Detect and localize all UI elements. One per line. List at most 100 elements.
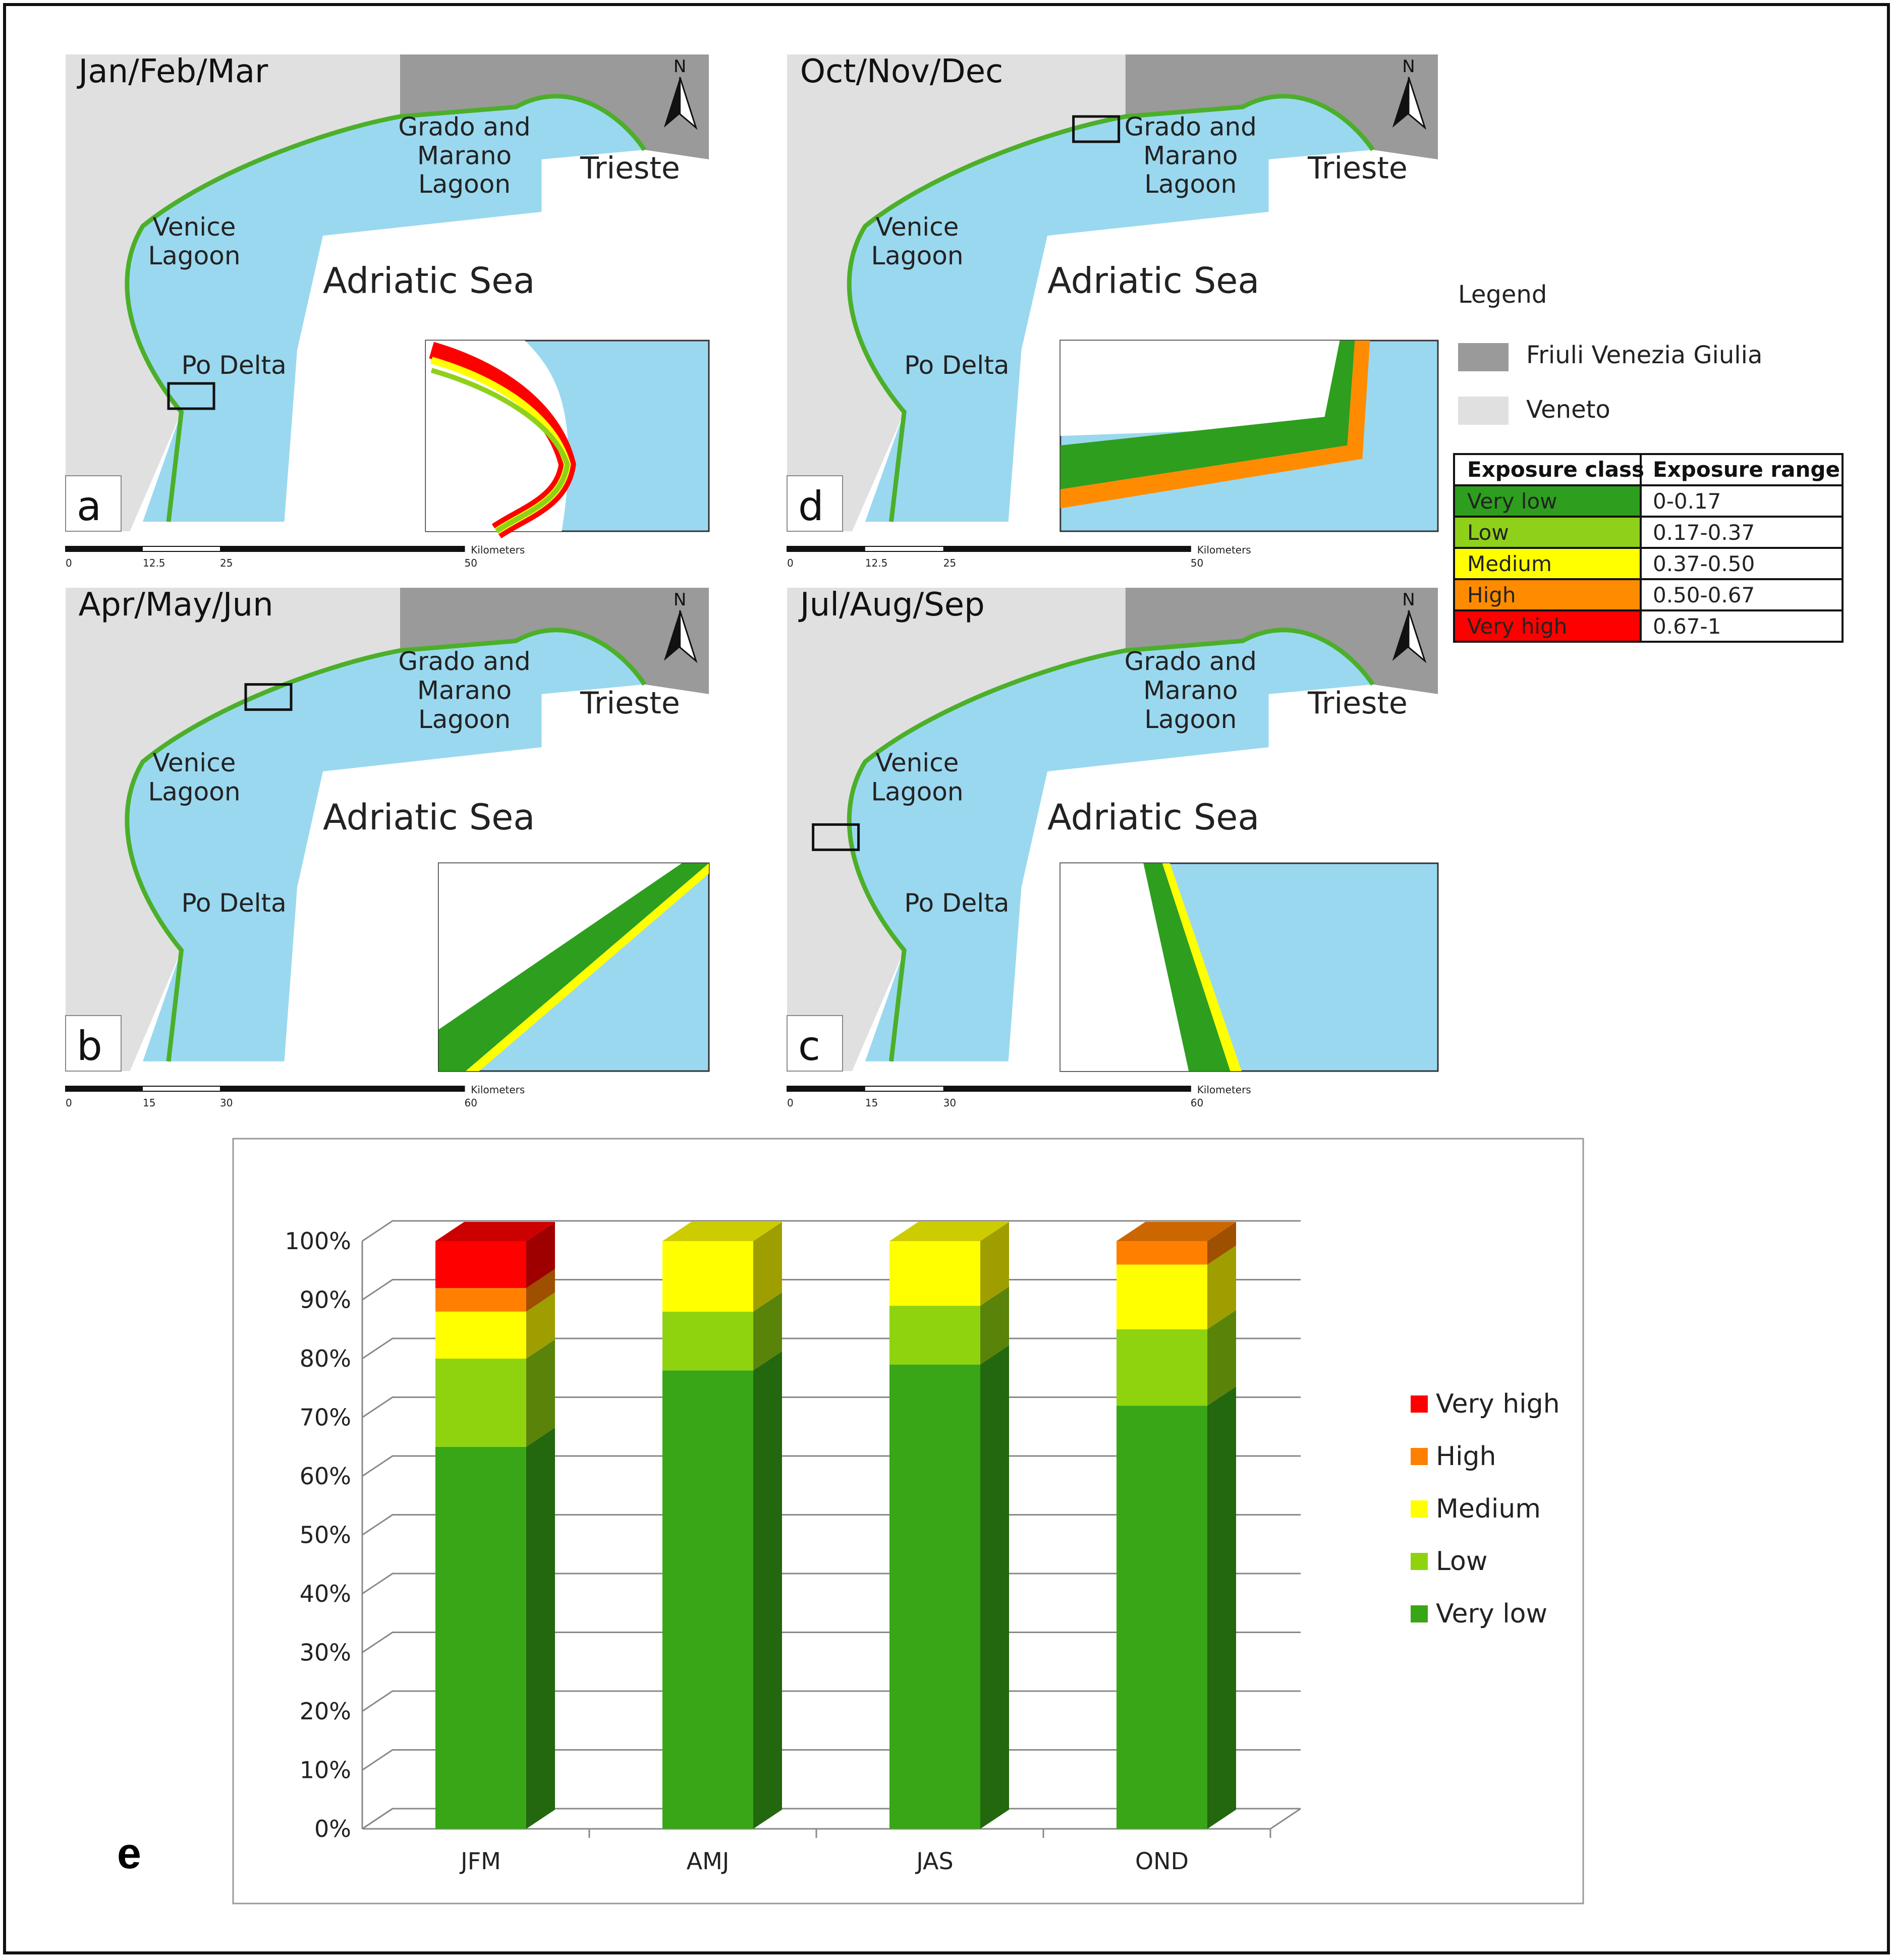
bar-segment-very-low <box>1117 1406 1207 1829</box>
y-tick-label: 60% <box>300 1463 351 1490</box>
adriatic-sea-label: Adriatic Sea <box>323 260 535 302</box>
bar-side-face <box>753 1292 782 1371</box>
grado-label-2: Marano <box>417 676 512 705</box>
zoom-inset <box>1059 862 1439 1072</box>
bar-top-face <box>889 1222 1009 1241</box>
legend-title: Legend <box>1458 283 1547 309</box>
map-legend: Legend Friuli Venezia Giulia Veneto Expo… <box>1453 281 1847 656</box>
grado-label-1: Grado and <box>1125 113 1257 142</box>
scale-unit-label: Kilometers <box>471 1084 525 1096</box>
scale-tick-label: 12.5 <box>143 557 165 569</box>
scale-tick-label: 0 <box>787 557 794 569</box>
north-arrow-icon <box>1392 77 1409 128</box>
bar-stack-JAS <box>889 1222 1009 1829</box>
bar-side-face <box>753 1351 782 1829</box>
trieste-label: Trieste <box>1307 151 1408 186</box>
scale-bar-segment <box>220 1086 465 1091</box>
zoom-inset <box>1059 340 1439 532</box>
bar-side-face <box>1207 1245 1236 1329</box>
bar-segment-very-low <box>662 1370 753 1829</box>
legend-label: High <box>1436 1441 1496 1472</box>
trieste-label: Trieste <box>1307 686 1408 721</box>
coastline-exposure <box>847 94 1375 522</box>
season-label: Apr/May/Jun <box>79 586 273 624</box>
scale-unit-label: Kilometers <box>1197 544 1251 556</box>
bar-top-face <box>1117 1222 1236 1241</box>
scale-bar-segment <box>66 546 143 551</box>
scale-bar-segment <box>66 1086 143 1091</box>
scale-bar-segment <box>943 546 1191 551</box>
exposure-class-swatch <box>1453 516 1642 549</box>
scale-tick-label: 15 <box>143 1097 155 1109</box>
north-arrow-icon <box>1392 610 1409 661</box>
bar-top-face <box>662 1222 782 1241</box>
adriatic-sea-label: Adriatic Sea <box>1047 260 1259 302</box>
legend-label-veneto: Veneto <box>1526 396 1610 424</box>
bar-side-face <box>526 1222 555 1289</box>
legend-swatch <box>1411 1395 1428 1413</box>
scale-bar-segment <box>787 1086 865 1091</box>
north-arrow-icon <box>663 610 680 661</box>
y-tick-label: 0% <box>314 1815 351 1842</box>
y-tick-label: 20% <box>300 1698 351 1725</box>
exposure-range-label: 0.50-0.67 <box>1653 583 1755 607</box>
bar-side-face <box>980 1345 1009 1829</box>
scale-tick-label: 25 <box>943 557 956 569</box>
zoom-extent-box <box>244 683 293 711</box>
legend-swatch-friuli <box>1458 343 1509 371</box>
legend-label: Medium <box>1436 1494 1541 1524</box>
inset-very-low-band <box>438 863 709 1072</box>
panel-letter-background <box>787 1015 843 1072</box>
bar-stack-JFM <box>435 1222 555 1829</box>
bar-segment-very-low <box>889 1364 980 1829</box>
y-tick-label: 80% <box>300 1345 351 1372</box>
grado-label-2: Marano <box>1143 676 1238 705</box>
table-header-range: Exposure range <box>1653 457 1840 482</box>
grado-label-3: Lagoon <box>418 705 511 734</box>
exposure-range-cell <box>1640 516 1844 549</box>
season-label: Jan/Feb/Mar <box>77 53 269 90</box>
trieste-label: Trieste <box>580 151 680 186</box>
venice-label-2: Lagoon <box>871 777 963 807</box>
panel-letter-background <box>787 475 843 532</box>
north-arrow-icon <box>663 77 680 128</box>
exposure-class-label: High <box>1467 583 1516 607</box>
panel-letter-b: b <box>77 1023 102 1070</box>
north-arrow-right-icon <box>1408 77 1427 130</box>
panel-letter-background <box>65 1015 122 1072</box>
grado-label-2: Marano <box>1143 141 1238 170</box>
bar-stack-AMJ <box>662 1222 782 1829</box>
po-delta-label: Po Delta <box>904 351 1009 380</box>
po-delta-label: Po Delta <box>182 888 287 918</box>
scale-tick-label: 60 <box>465 1097 477 1109</box>
bar-segment-medium <box>435 1311 526 1359</box>
po-delta-label: Po Delta <box>904 888 1009 918</box>
exposure-range-cell <box>1640 578 1844 611</box>
exposure-class-label: Medium <box>1467 551 1552 576</box>
adriatic-sea <box>127 630 645 1061</box>
bar-segment-low <box>889 1306 980 1365</box>
inset-land <box>1060 341 1344 436</box>
y-tick-label: 10% <box>300 1757 351 1784</box>
grado-label-3: Lagoon <box>418 170 511 199</box>
scale-tick-label: 12.5 <box>865 557 888 569</box>
legend-swatch <box>1411 1553 1428 1570</box>
bar-segment-very-high <box>435 1241 526 1289</box>
scale-unit-label: Kilometers <box>1197 1084 1251 1096</box>
scale-tick-label: 30 <box>220 1097 233 1109</box>
venice-label-2: Lagoon <box>148 777 240 807</box>
bar-top-face <box>435 1222 555 1241</box>
scale-tick-label: 15 <box>865 1097 878 1109</box>
inset-medium-band <box>1162 863 1242 1072</box>
adriatic-sea-label: Adriatic Sea <box>323 797 535 838</box>
legend-swatch <box>1411 1500 1428 1518</box>
zoom-inset <box>438 862 710 1072</box>
inset-high-band <box>1060 341 1370 509</box>
exposure-range-label: 0-0.17 <box>1653 489 1721 514</box>
bar-side-face <box>753 1222 782 1312</box>
